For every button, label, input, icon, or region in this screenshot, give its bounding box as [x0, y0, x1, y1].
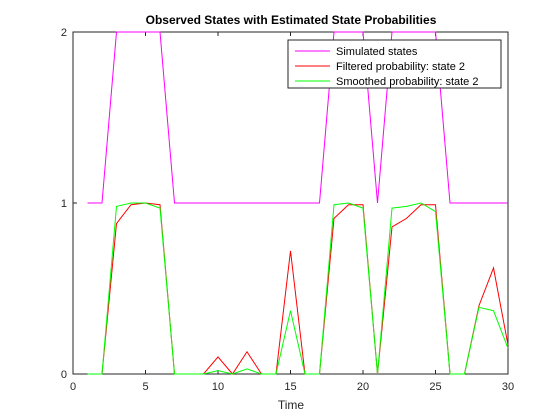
legend-label-3: Smoothed probability: state 2 [336, 76, 478, 88]
legend: Simulated states Filtered probability: st… [287, 39, 502, 89]
x-tick-label: 10 [212, 381, 224, 393]
chart-title: Observed States with Estimated State Pro… [146, 13, 437, 27]
legend-box [287, 39, 502, 89]
x-tick-label: 0 [70, 381, 76, 393]
series-line-3 [87, 202, 509, 375]
x-tick-label: 15 [284, 381, 296, 393]
x-tick-label: 20 [357, 381, 369, 393]
y-tick-label: 1 [61, 198, 67, 210]
x-tick-label: 25 [429, 381, 441, 393]
legend-label-2: Filtered probability: state 2 [336, 61, 465, 73]
x-axis-label: Time [278, 398, 305, 412]
legend-label-1: Simulated states [336, 46, 418, 58]
series-line-2 [87, 202, 509, 375]
x-tick-label: 5 [142, 381, 148, 393]
y-tick-label: 2 [61, 27, 67, 39]
x-tick-label: 30 [502, 381, 514, 393]
y-tick-label: 0 [61, 369, 67, 381]
